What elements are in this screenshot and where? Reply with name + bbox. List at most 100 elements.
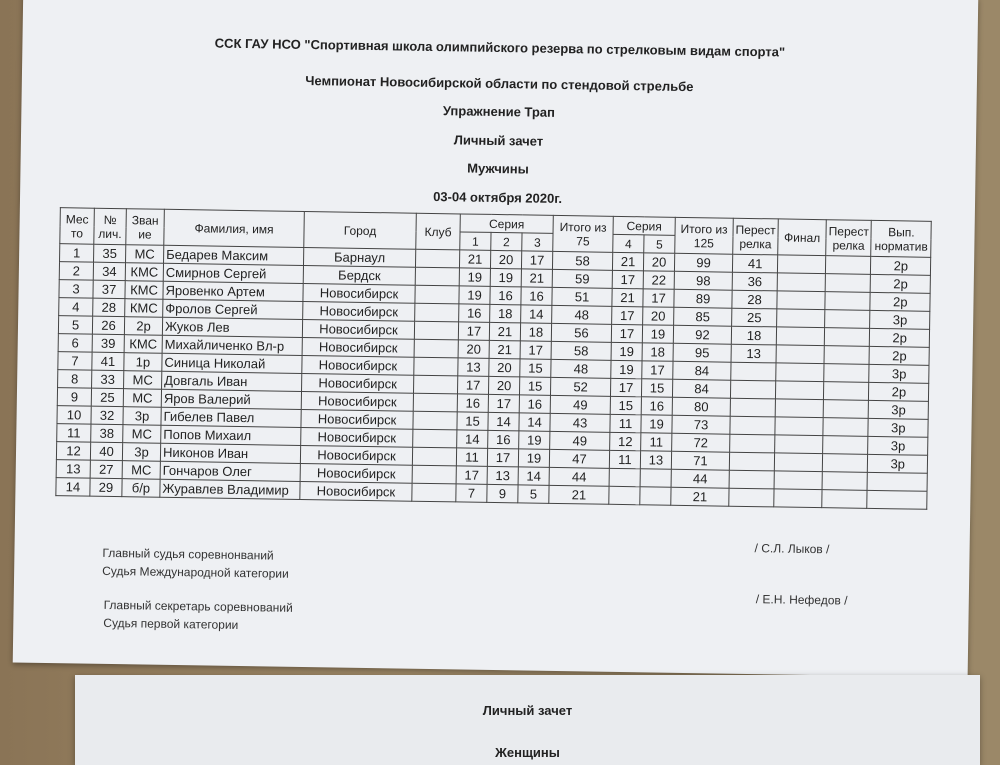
cell <box>822 471 868 491</box>
cell <box>867 490 928 510</box>
series-number: 5 <box>643 234 676 254</box>
header-cell: Вып. норматив <box>871 220 932 258</box>
cell: 17 <box>610 378 642 397</box>
cell: 49 <box>550 395 611 415</box>
cell: 17 <box>611 324 643 343</box>
cell <box>823 399 869 419</box>
cell: 21 <box>548 485 610 505</box>
cell: 28 <box>92 298 125 317</box>
cell: МС <box>123 370 162 390</box>
cell: МС <box>122 424 161 444</box>
cell: 95 <box>673 343 732 363</box>
cell <box>776 344 825 364</box>
cell: 3р <box>869 310 931 330</box>
cell: 11 <box>609 414 642 433</box>
cell: 3р <box>869 364 930 384</box>
cell: Новосибирск <box>302 319 415 340</box>
cell: 18 <box>642 342 674 362</box>
cell <box>775 380 824 400</box>
header-cell: Перест релка <box>825 219 872 257</box>
header-cell: Перест релка <box>732 218 779 255</box>
cell: 34 <box>93 262 126 281</box>
cell <box>730 398 776 417</box>
cell: 49 <box>549 431 610 451</box>
cell: Новосибирск <box>301 373 414 394</box>
cell: 20 <box>458 339 490 359</box>
cell: 44 <box>671 469 730 489</box>
cell: 15 <box>610 396 642 415</box>
cell: 44 <box>549 467 610 487</box>
cell <box>414 339 459 358</box>
cell: 99 <box>674 253 733 273</box>
cell: Новосибирск <box>301 355 415 376</box>
cell: 32 <box>90 406 124 425</box>
cell: 47 <box>549 449 610 469</box>
cell <box>411 483 457 502</box>
cell: 20 <box>490 250 522 269</box>
cell: Михайличенко Вл-р <box>162 335 303 356</box>
cell: 18 <box>489 304 521 323</box>
cell: Яровенко Артем <box>162 281 304 302</box>
cell: 15 <box>641 378 673 398</box>
cell <box>414 321 459 340</box>
cell: Фролов Сергей <box>162 299 303 320</box>
results-table: Мес то № лич. Зван ие Фамилия, имя Город Клуб… <box>55 207 932 510</box>
cell: 2 <box>59 261 94 281</box>
cell: 1 <box>59 243 94 263</box>
header-cell: Зван ие <box>125 208 165 246</box>
cell <box>824 345 870 365</box>
cell <box>729 452 775 471</box>
cell <box>774 470 823 490</box>
cell: 48 <box>551 305 612 325</box>
cell <box>824 327 870 347</box>
cell: 17 <box>612 270 644 289</box>
cell: 84 <box>672 379 731 399</box>
cell: 2р <box>870 274 931 294</box>
cell <box>413 393 458 412</box>
cell: 40 <box>90 442 123 461</box>
cell <box>821 489 868 509</box>
cell: 13 <box>487 466 519 485</box>
header-cell: Клуб <box>415 213 461 250</box>
cell <box>412 447 457 466</box>
cell: Новосибирск <box>299 481 413 502</box>
cell: 52 <box>550 377 611 397</box>
header-cell: Финал <box>777 218 827 256</box>
cell: 8 <box>57 369 92 389</box>
cell: Гончаров Олег <box>160 461 301 482</box>
cell <box>730 362 777 381</box>
cell: 48 <box>550 359 612 379</box>
cell: 9 <box>57 387 92 407</box>
cell: Попов Михаил <box>160 425 301 446</box>
cell: Барнаул <box>303 247 416 268</box>
header-cell: Итого из 125 <box>674 217 734 255</box>
cell: МС <box>125 244 164 264</box>
cell: 17 <box>642 288 675 308</box>
cell <box>776 308 826 328</box>
cell: 29 <box>89 478 123 497</box>
cell: 4 <box>58 297 93 317</box>
cell: 58 <box>551 341 612 361</box>
cell: КМС <box>124 334 163 354</box>
cell: 73 <box>671 415 731 435</box>
judge-category: Судья Международной категории <box>102 563 289 581</box>
cell: 85 <box>673 307 732 327</box>
next-category: Женщины <box>495 745 560 760</box>
cell: 3р <box>122 406 162 426</box>
cell: КМС <box>124 298 163 318</box>
cell: 51 <box>551 287 613 307</box>
cell: 16 <box>457 393 489 413</box>
cell: Новосибирск <box>302 337 415 358</box>
cell <box>775 362 825 382</box>
cell <box>412 465 457 484</box>
cell: 3р <box>867 454 928 474</box>
cell: 19 <box>490 268 522 287</box>
cell: 21 <box>489 340 521 359</box>
cell: 16 <box>520 286 553 306</box>
cell <box>775 398 824 418</box>
cell: 15 <box>519 376 551 396</box>
cell <box>608 486 641 505</box>
cell: 22 <box>643 270 675 290</box>
cell <box>412 411 458 430</box>
cell: 21 <box>612 252 644 271</box>
